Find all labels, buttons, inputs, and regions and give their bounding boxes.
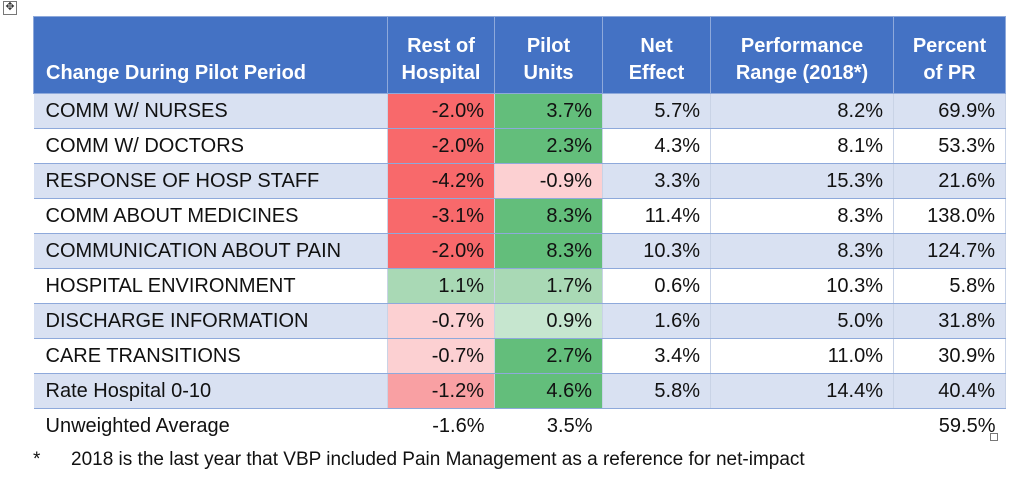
header-change-during-pilot-period: Change During Pilot Period bbox=[33, 16, 388, 94]
percent-of-pr-cell: 31.8% bbox=[893, 303, 1006, 339]
header-net-effect: Net Effect bbox=[602, 16, 711, 94]
pilot-units-cell: 2.7% bbox=[494, 338, 603, 374]
table-row: RESPONSE OF HOSP STAFF -4.2% -0.9% 3.3% … bbox=[33, 163, 1006, 199]
table-row: Rate Hospital 0-10 -1.2% 4.6% 5.8% 14.4%… bbox=[33, 373, 1006, 409]
net-effect-cell: 5.7% bbox=[602, 93, 711, 129]
table-resize-handle[interactable] bbox=[990, 433, 998, 441]
performance-range-cell: 10.3% bbox=[710, 268, 894, 304]
net-effect-cell: 10.3% bbox=[602, 233, 711, 269]
rest-of-hospital-cell: -3.1% bbox=[387, 198, 495, 234]
row-label: COMMUNICATION ABOUT PAIN bbox=[33, 233, 388, 269]
performance-range-cell: 8.3% bbox=[710, 233, 894, 269]
performance-range-cell: 14.4% bbox=[710, 373, 894, 409]
footnote-marker: * bbox=[33, 449, 41, 470]
row-label: COMM ABOUT MEDICINES bbox=[33, 198, 388, 234]
percent-of-pr-cell: 69.9% bbox=[893, 93, 1006, 129]
performance-range-cell: 8.2% bbox=[710, 93, 894, 129]
table-row: COMMUNICATION ABOUT PAIN -2.0% 8.3% 10.3… bbox=[33, 233, 1006, 269]
average-label: Unweighted Average bbox=[33, 408, 388, 443]
header-rest-of-hospital: Rest of Hospital bbox=[387, 16, 495, 94]
table-row: COMM ABOUT MEDICINES -3.1% 8.3% 11.4% 8.… bbox=[33, 198, 1006, 234]
average-row: Unweighted Average -1.6% 3.5% 59.5% bbox=[33, 408, 1006, 443]
net-effect-cell: 0.6% bbox=[602, 268, 711, 304]
performance-range-cell: 8.1% bbox=[710, 128, 894, 164]
performance-range-cell: 11.0% bbox=[710, 338, 894, 374]
net-effect-cell: 3.3% bbox=[602, 163, 711, 199]
row-label: COMM W/ NURSES bbox=[33, 93, 388, 129]
net-effect-cell: 1.6% bbox=[602, 303, 711, 339]
results-table: Change During Pilot Period Rest of Hospit… bbox=[33, 16, 1006, 443]
row-label: Rate Hospital 0-10 bbox=[33, 373, 388, 409]
net-effect-cell: 5.8% bbox=[602, 373, 711, 409]
rest-of-hospital-cell: -1.2% bbox=[387, 373, 495, 409]
rest-of-hospital-cell: 1.1% bbox=[387, 268, 495, 304]
row-label: RESPONSE OF HOSP STAFF bbox=[33, 163, 388, 199]
rest-of-hospital-cell: -0.7% bbox=[387, 338, 495, 374]
table-row: DISCHARGE INFORMATION -0.7% 0.9% 1.6% 5.… bbox=[33, 303, 1006, 339]
table-move-handle-icon[interactable]: ✥ bbox=[3, 1, 17, 15]
rest-of-hospital-cell: -2.0% bbox=[387, 93, 495, 129]
percent-of-pr-cell: 5.8% bbox=[893, 268, 1006, 304]
rest-of-hospital-cell: -4.2% bbox=[387, 163, 495, 199]
average-pilot-units: 3.5% bbox=[494, 408, 603, 443]
average-performance-range bbox=[710, 408, 894, 443]
net-effect-cell: 3.4% bbox=[602, 338, 711, 374]
rest-of-hospital-cell: -2.0% bbox=[387, 233, 495, 269]
pilot-units-cell: 3.7% bbox=[494, 93, 603, 129]
table-row: CARE TRANSITIONS -0.7% 2.7% 3.4% 11.0% 3… bbox=[33, 338, 1006, 374]
pilot-units-cell: -0.9% bbox=[494, 163, 603, 199]
header-pilot-units: Pilot Units bbox=[494, 16, 603, 94]
average-rest-of-hospital: -1.6% bbox=[387, 408, 495, 443]
row-label: COMM W/ DOCTORS bbox=[33, 128, 388, 164]
header-performance-range: Performance Range (2018*) bbox=[710, 16, 894, 94]
header-percent-of-pr: Percent of PR bbox=[893, 16, 1006, 94]
row-label: CARE TRANSITIONS bbox=[33, 338, 388, 374]
pilot-units-cell: 0.9% bbox=[494, 303, 603, 339]
percent-of-pr-cell: 21.6% bbox=[893, 163, 1006, 199]
average-net-effect bbox=[602, 408, 711, 443]
percent-of-pr-cell: 30.9% bbox=[893, 338, 1006, 374]
header-row: Change During Pilot Period Rest of Hospit… bbox=[33, 16, 1006, 94]
percent-of-pr-cell: 124.7% bbox=[893, 233, 1006, 269]
row-label: HOSPITAL ENVIRONMENT bbox=[33, 268, 388, 304]
pilot-units-cell: 1.7% bbox=[494, 268, 603, 304]
table-row: HOSPITAL ENVIRONMENT 1.1% 1.7% 0.6% 10.3… bbox=[33, 268, 1006, 304]
percent-of-pr-cell: 138.0% bbox=[893, 198, 1006, 234]
table-row: COMM W/ DOCTORS -2.0% 2.3% 4.3% 8.1% 53.… bbox=[33, 128, 1006, 164]
net-effect-cell: 4.3% bbox=[602, 128, 711, 164]
row-label: DISCHARGE INFORMATION bbox=[33, 303, 388, 339]
rest-of-hospital-cell: -0.7% bbox=[387, 303, 495, 339]
pilot-units-cell: 4.6% bbox=[494, 373, 603, 409]
percent-of-pr-cell: 40.4% bbox=[893, 373, 1006, 409]
footnote: * 2018 is the last year that VBP included… bbox=[33, 449, 805, 471]
percent-of-pr-cell: 53.3% bbox=[893, 128, 1006, 164]
pilot-units-cell: 8.3% bbox=[494, 233, 603, 269]
average-percent-of-pr: 59.5% bbox=[893, 408, 1006, 443]
performance-range-cell: 5.0% bbox=[710, 303, 894, 339]
net-effect-cell: 11.4% bbox=[602, 198, 711, 234]
table-row: COMM W/ NURSES -2.0% 3.7% 5.7% 8.2% 69.9… bbox=[33, 93, 1006, 129]
performance-range-cell: 15.3% bbox=[710, 163, 894, 199]
rest-of-hospital-cell: -2.0% bbox=[387, 128, 495, 164]
performance-range-cell: 8.3% bbox=[710, 198, 894, 234]
pilot-units-cell: 2.3% bbox=[494, 128, 603, 164]
pilot-units-cell: 8.3% bbox=[494, 198, 603, 234]
footnote-text: 2018 is the last year that VBP included … bbox=[71, 449, 805, 470]
